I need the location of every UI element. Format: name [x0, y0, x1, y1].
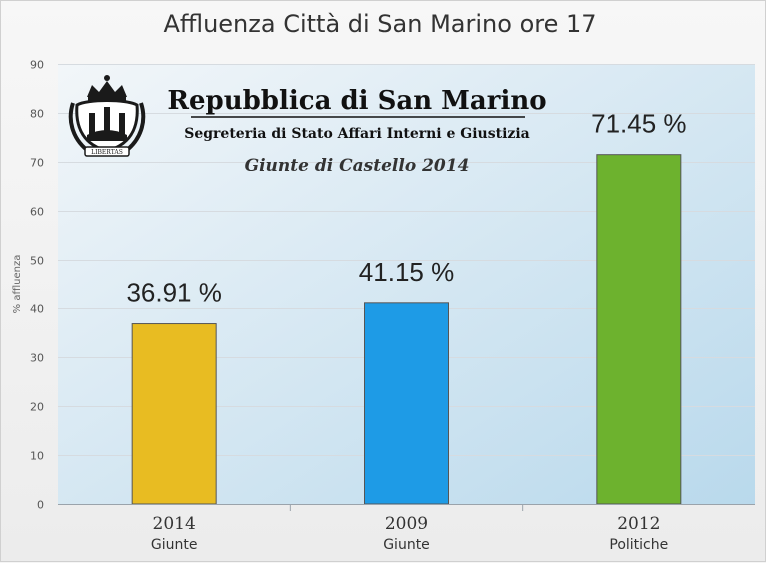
y-tick-label: 30: [30, 352, 44, 365]
banner-subtitle: Segreteria di Stato Affari Interni e Giu…: [184, 126, 530, 142]
x-category-year: 2014: [153, 514, 196, 534]
chart-title: Affluenza Città di San Marino ore 17: [163, 10, 596, 38]
y-tick-label: 60: [30, 206, 44, 219]
x-category-year: 2009: [385, 514, 428, 534]
data-label-2009: 41.15 %: [359, 257, 454, 287]
x-category-type: Politiche: [609, 537, 668, 553]
y-tick-label: 20: [30, 401, 44, 414]
y-tick-label: 90: [30, 59, 44, 72]
banner: LIBERTAS Repubblica di San Marino Segret…: [68, 75, 547, 176]
data-label-2012: 71.45 %: [591, 109, 686, 139]
y-tick-label: 10: [30, 450, 44, 463]
bar-2014: [131, 323, 217, 505]
san-marino-emblem: LIBERTAS: [68, 75, 146, 157]
x-category-year: 2012: [617, 514, 660, 534]
x-axis-categories: 2014 Giunte 2009 Giunte 2012 Politiche: [151, 504, 668, 553]
y-axis-ticks: 0 10 20 30 40 50 60 70 80 90: [30, 59, 44, 512]
bar-2012: [596, 154, 682, 505]
x-category-type: Giunte: [151, 537, 198, 553]
y-tick-label: 40: [30, 303, 44, 316]
emblem-motto: LIBERTAS: [91, 149, 123, 156]
banner-title: Repubblica di San Marino: [167, 86, 546, 116]
y-tick-label: 50: [30, 255, 44, 268]
x-category-type: Giunte: [383, 537, 430, 553]
y-tick-label: 0: [37, 499, 44, 512]
data-label-2014: 36.91 %: [126, 278, 221, 308]
data-labels: 36.91 % 41.15 % 71.45 %: [126, 109, 686, 308]
bar-2009: [364, 302, 449, 505]
banner-event: Giunte di Castello 2014: [245, 156, 470, 176]
y-tick-label: 70: [30, 157, 44, 170]
y-tick-label: 80: [30, 108, 44, 121]
y-axis-label: % affluenza: [12, 255, 23, 314]
bar-series: [131, 154, 682, 505]
